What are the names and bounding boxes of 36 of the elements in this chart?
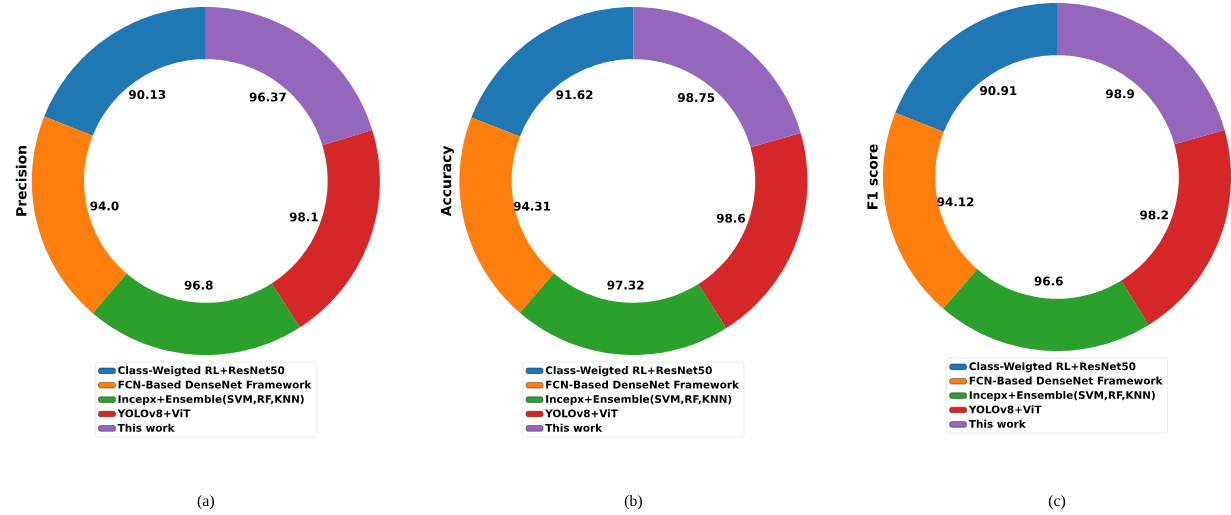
text: (b) bbox=[624, 494, 642, 510]
legend-label: YOLOv8+ViT bbox=[968, 405, 1042, 414]
legend-label: FCN-Based DenseNet Framework bbox=[118, 380, 312, 389]
data-label: 98.6 bbox=[716, 213, 746, 223]
legend-label: This work bbox=[968, 419, 1026, 428]
data-label: 90.13 bbox=[129, 89, 166, 100]
data-label: 94.0 bbox=[90, 201, 119, 211]
data-label: 98.1 bbox=[289, 212, 318, 222]
data-label: 91.62 bbox=[556, 90, 593, 100]
text: Precision bbox=[15, 145, 27, 216]
data-label: 94.31 bbox=[513, 201, 551, 211]
legend-label: FCN-Based DenseNet Framework bbox=[546, 380, 740, 389]
data-label: 96.6 bbox=[1034, 276, 1063, 286]
text: (a) bbox=[197, 494, 214, 510]
legend-label: FCN-Based DenseNet Framework bbox=[969, 376, 1163, 385]
legend-label: Incepx+Ensemble(SVM,RF,KNN) bbox=[969, 390, 1155, 401]
data-label: 97.32 bbox=[607, 280, 644, 290]
text: F1 score bbox=[867, 144, 878, 209]
legend-label: YOLOv8+ViT bbox=[545, 409, 618, 418]
data-label: 96.37 bbox=[249, 92, 286, 102]
data-label: 96.8 bbox=[184, 280, 213, 290]
legend-label: Class-Weigted RL+ResNet50 bbox=[969, 362, 1136, 373]
legend-label: This work bbox=[545, 423, 603, 432]
text: Accuracy bbox=[440, 145, 455, 217]
data-label: 98.75 bbox=[677, 93, 715, 103]
legend-label: Class-Weigted RL+ResNet50 bbox=[118, 366, 285, 377]
legend-label: Class-Weigted RL+ResNet50 bbox=[545, 366, 712, 377]
legend-label: This work bbox=[117, 423, 175, 432]
data-label: 98.9 bbox=[1106, 89, 1135, 99]
data-label: 90.91 bbox=[980, 86, 1017, 96]
legend-label: Incepx+Ensemble(SVM,RF,KNN) bbox=[546, 394, 732, 405]
data-label: 98.2 bbox=[1140, 210, 1168, 220]
legend-label: YOLOv8+ViT bbox=[117, 409, 191, 418]
legend-label: Incepx+Ensemble(SVM,RF,KNN) bbox=[118, 394, 304, 405]
data-label: 94.12 bbox=[937, 197, 974, 207]
text: (c) bbox=[1048, 494, 1066, 510]
